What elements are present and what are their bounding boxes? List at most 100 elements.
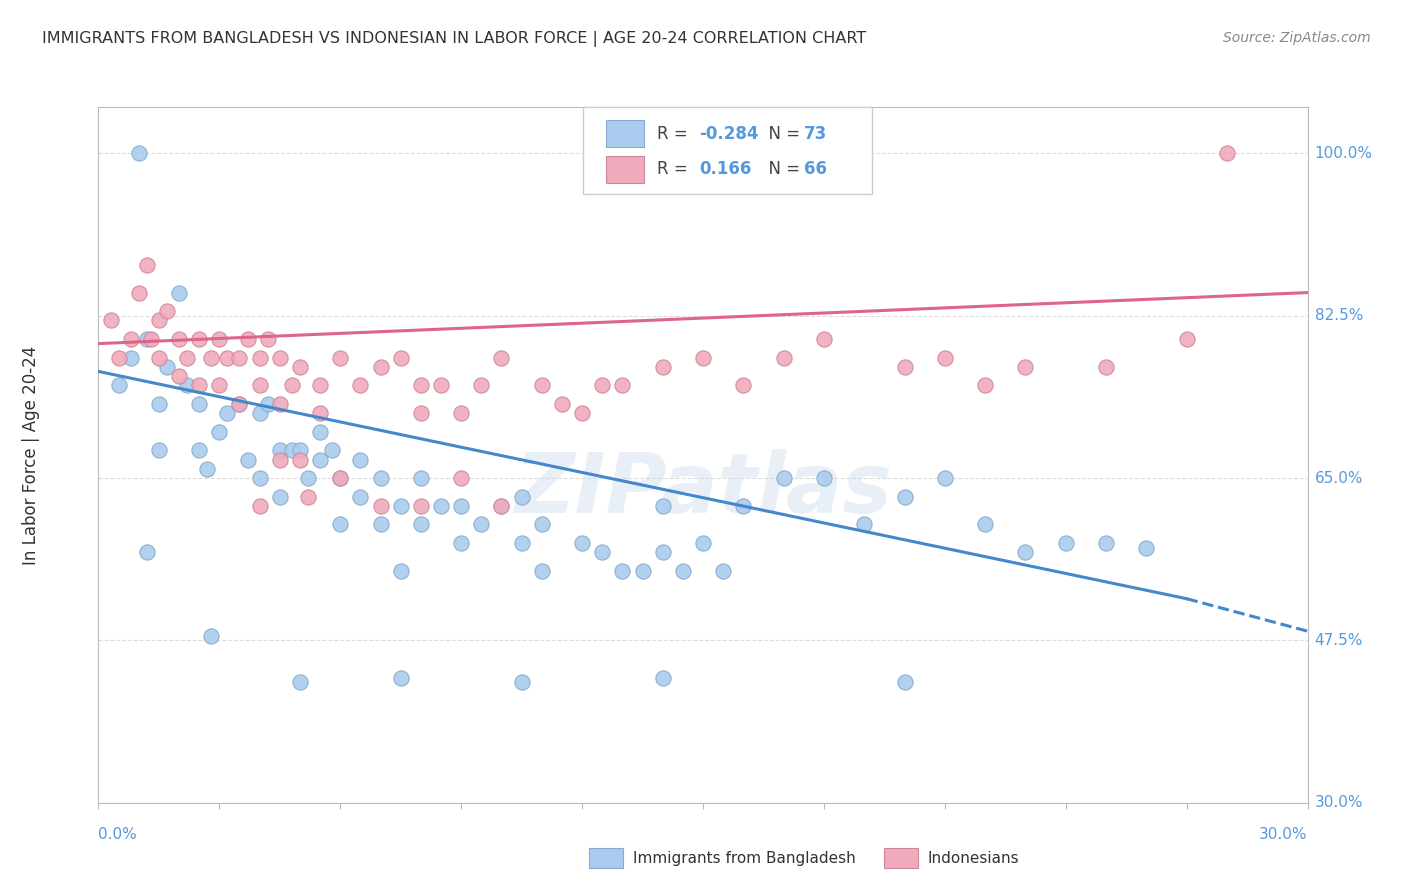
Point: [491, 351, 513, 365]
Point: [470, 378, 492, 392]
Point: [217, 351, 239, 365]
Point: [188, 332, 211, 346]
Point: [510, 675, 533, 690]
Point: [389, 671, 412, 685]
Point: [491, 499, 513, 513]
Point: [249, 499, 271, 513]
Point: [288, 359, 311, 374]
Point: [208, 332, 231, 346]
Point: [107, 351, 129, 365]
Point: [893, 359, 915, 374]
Point: [813, 471, 835, 485]
Text: -0.284: -0.284: [699, 125, 758, 143]
Point: [612, 564, 634, 578]
Point: [651, 545, 673, 559]
Point: [167, 369, 190, 384]
Point: [269, 351, 291, 365]
Point: [733, 499, 755, 513]
Point: [269, 452, 291, 467]
Point: [249, 406, 271, 420]
Point: [631, 564, 654, 578]
Point: [329, 471, 352, 485]
Point: [1175, 332, 1198, 346]
Point: [409, 406, 432, 420]
Point: [288, 452, 311, 467]
Point: [450, 471, 472, 485]
Point: [297, 490, 319, 504]
Point: [329, 351, 352, 365]
Point: [370, 517, 392, 532]
Point: [389, 351, 412, 365]
Text: N =: N =: [758, 125, 806, 143]
Point: [813, 332, 835, 346]
Point: [651, 359, 673, 374]
Point: [135, 258, 157, 272]
Point: [389, 564, 412, 578]
Point: [128, 285, 150, 300]
Point: [135, 545, 157, 559]
Point: [188, 443, 211, 458]
Point: [176, 351, 198, 365]
Point: [370, 471, 392, 485]
Point: [269, 397, 291, 411]
Point: [288, 675, 311, 690]
Point: [934, 471, 956, 485]
Point: [591, 378, 613, 392]
Point: [120, 332, 142, 346]
Point: [349, 378, 371, 392]
Point: [530, 564, 553, 578]
Point: [934, 351, 956, 365]
Point: [651, 671, 673, 685]
Point: [281, 378, 304, 392]
Point: [491, 499, 513, 513]
Point: [430, 378, 453, 392]
Point: [772, 351, 794, 365]
Point: [139, 332, 162, 346]
Point: [236, 332, 259, 346]
Point: [288, 443, 311, 458]
Point: [200, 629, 222, 643]
Point: [329, 471, 352, 485]
Text: R =: R =: [657, 125, 693, 143]
Point: [107, 378, 129, 392]
Point: [128, 146, 150, 161]
Point: [510, 490, 533, 504]
Point: [571, 536, 593, 550]
Point: [228, 397, 250, 411]
Point: [148, 397, 170, 411]
Point: [249, 351, 271, 365]
Point: [711, 564, 734, 578]
Text: 30.0%: 30.0%: [1315, 796, 1362, 810]
Text: 82.5%: 82.5%: [1315, 309, 1362, 323]
Text: 47.5%: 47.5%: [1315, 633, 1362, 648]
Point: [430, 499, 453, 513]
Point: [409, 499, 432, 513]
Text: IMMIGRANTS FROM BANGLADESH VS INDONESIAN IN LABOR FORCE | AGE 20-24 CORRELATION : IMMIGRANTS FROM BANGLADESH VS INDONESIAN…: [42, 31, 866, 47]
Point: [309, 425, 332, 439]
Point: [256, 332, 278, 346]
Point: [167, 332, 190, 346]
Point: [1014, 545, 1036, 559]
Point: [1095, 536, 1118, 550]
Text: Source: ZipAtlas.com: Source: ZipAtlas.com: [1223, 31, 1371, 45]
Point: [1095, 359, 1118, 374]
Point: [236, 452, 259, 467]
Point: [470, 517, 492, 532]
Point: [176, 378, 198, 392]
Point: [893, 675, 915, 690]
Point: [672, 564, 695, 578]
Text: Indonesians: Indonesians: [928, 851, 1019, 865]
Point: [692, 536, 714, 550]
Point: [148, 443, 170, 458]
Text: 73: 73: [804, 125, 828, 143]
Point: [409, 517, 432, 532]
Text: N =: N =: [758, 161, 806, 178]
Text: R =: R =: [657, 161, 693, 178]
Point: [200, 351, 222, 365]
Point: [692, 351, 714, 365]
Text: 0.0%: 0.0%: [98, 827, 138, 841]
Point: [733, 378, 755, 392]
Point: [530, 378, 553, 392]
Point: [269, 443, 291, 458]
Point: [450, 406, 472, 420]
